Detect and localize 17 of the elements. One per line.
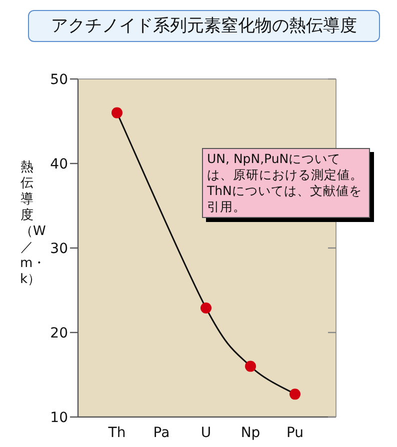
x-tick-label: Th <box>107 425 126 441</box>
point <box>112 107 122 118</box>
y-tick-label: 30 <box>50 241 68 257</box>
chart-title: アクチノイド系列元素窒化物の熱伝導度 <box>28 10 380 42</box>
x-tick-label: Pa <box>153 425 170 441</box>
y-tick-label: 50 <box>50 72 68 88</box>
y-tick-label: 10 <box>50 410 68 426</box>
point <box>200 302 212 314</box>
point <box>290 388 300 400</box>
y-axis-title: 熱伝導度（W／m・k） <box>20 160 46 288</box>
x-tick-label: U <box>200 425 212 441</box>
point <box>245 360 256 372</box>
y-tick-label: 40 <box>50 156 68 172</box>
x-tick-label: Pu <box>286 425 304 441</box>
y-tick-label: 20 <box>50 326 68 342</box>
x-tick-label: Np <box>240 425 260 441</box>
annotation: UN, NpN,PuNについては、原研における測定値。ThNについては、文献値を引用。 <box>202 148 370 218</box>
